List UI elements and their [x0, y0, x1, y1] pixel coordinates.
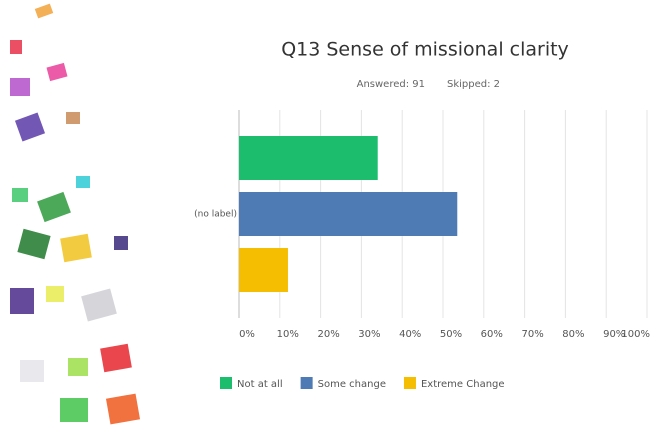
- x-tick-label: 30%: [358, 329, 380, 340]
- skipped: Skipped: 2: [447, 79, 500, 90]
- x-tick-label: 60%: [481, 329, 503, 340]
- answered: Answered: 91: [357, 79, 425, 90]
- x-tick-label: 20%: [317, 329, 339, 340]
- x-tick-label: 10%: [277, 329, 299, 340]
- decoration: [10, 3, 141, 425]
- x-tick-label: 70%: [521, 329, 543, 340]
- legend-swatch: [300, 377, 313, 389]
- legend-label: Some change: [318, 379, 386, 390]
- x-tick-label: 40%: [399, 329, 421, 340]
- bar: [239, 192, 458, 236]
- x-tick-label: 100%: [621, 329, 650, 340]
- y-tick-label: (no label): [194, 210, 237, 220]
- x-tick-label: 0%: [239, 329, 255, 340]
- chart-title: Q13 Sense of missional clarity: [281, 39, 569, 61]
- legend-label: Not at all: [237, 379, 283, 390]
- x-tick-label: 50%: [440, 329, 462, 340]
- bar: [239, 136, 378, 180]
- x-tick-label: 80%: [562, 329, 584, 340]
- legend-swatch: [403, 377, 416, 389]
- legend-swatch: [220, 377, 232, 389]
- bar: [239, 248, 288, 292]
- legend-label: Extreme Change: [421, 379, 505, 390]
- x-tick-label: 90%: [603, 329, 625, 340]
